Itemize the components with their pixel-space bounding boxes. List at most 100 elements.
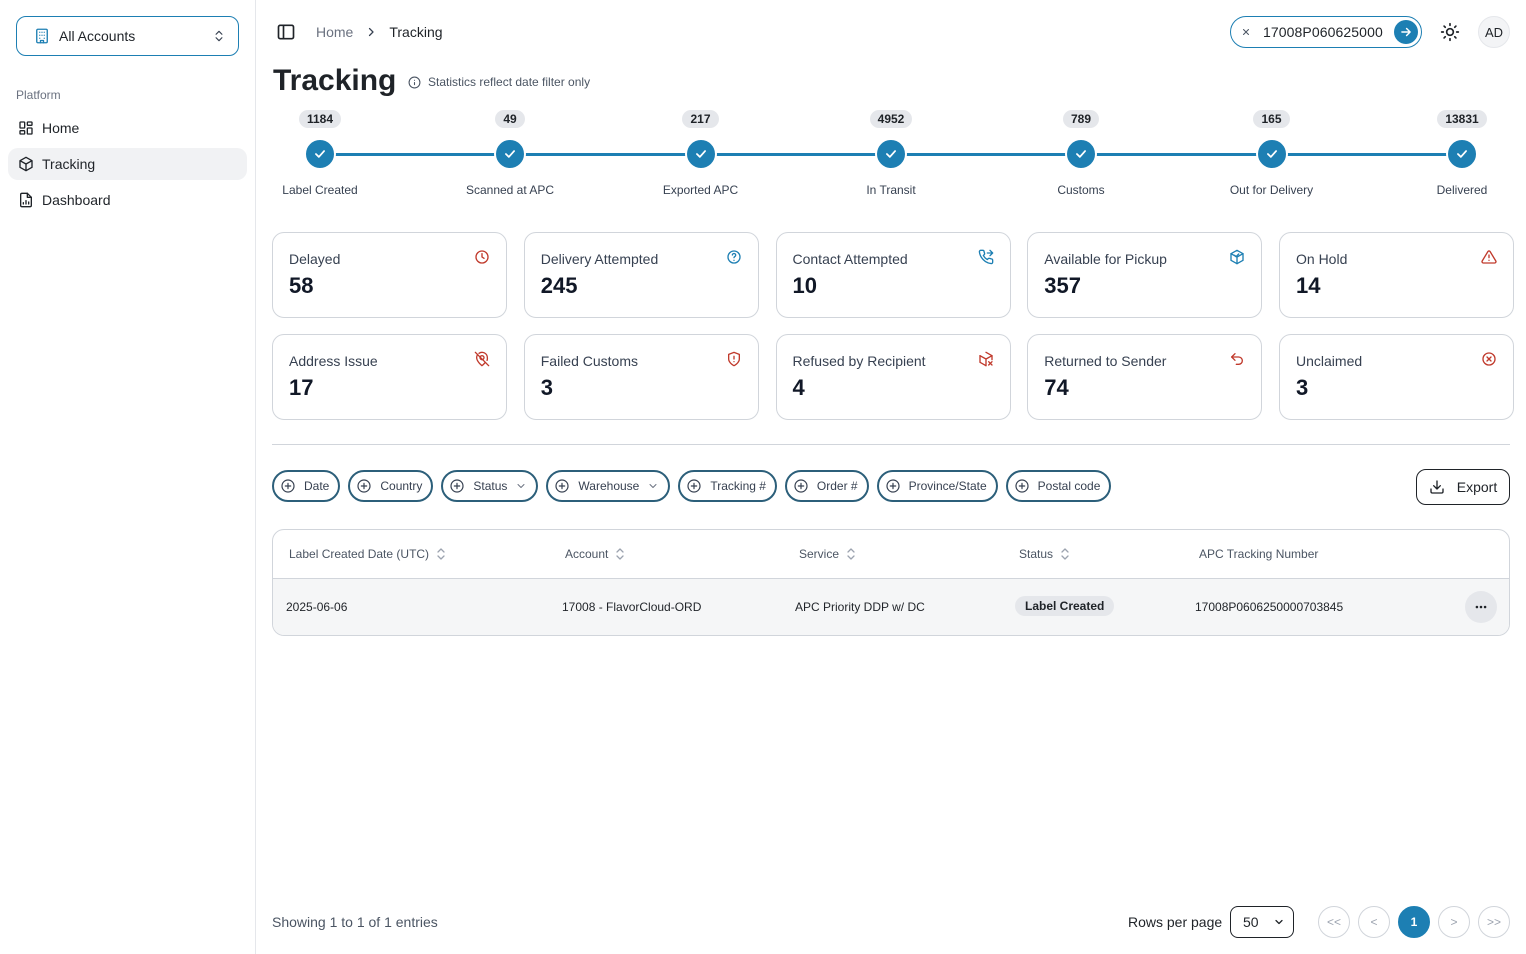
page-title: Tracking — [273, 64, 397, 97]
status-card-value: 58 — [289, 273, 314, 298]
file-chart-icon — [20, 192, 32, 208]
breadcrumb-home-link[interactable]: Home — [316, 24, 354, 40]
layout-grid-icon — [19, 121, 33, 135]
check-icon — [315, 150, 325, 158]
undo-icon — [1231, 353, 1244, 365]
table-row[interactable]: 2025-06-06 17008 - FlavorCloud-ORD APC P… — [273, 579, 1509, 635]
status-card[interactable]: Delivery Attempted 245 — [523, 232, 759, 318]
status-card-value: 245 — [540, 273, 578, 298]
top-header: Home Tracking 17008P060625000 AD — [256, 0, 1526, 64]
filter-chip-label: Tracking # — [710, 479, 766, 493]
filter-chip[interactable]: Status — [441, 470, 539, 502]
title-note-text: Statistics reflect date filter only — [428, 75, 591, 89]
filter-chip[interactable]: Order # — [784, 470, 869, 502]
rows-per-page-select[interactable]: 50 — [1230, 906, 1294, 938]
filter-chip[interactable]: Warehouse — [546, 470, 671, 502]
step-count: 13831 — [1437, 110, 1487, 128]
page-button-current[interactable]: 1 — [1398, 906, 1430, 938]
status-card[interactable]: Refused by Recipient 4 — [775, 334, 1011, 420]
panel-left-icon[interactable] — [276, 22, 296, 42]
filter-chip-label: Postal code — [1037, 479, 1101, 493]
more-horizontal-icon — [1475, 605, 1487, 609]
status-card[interactable]: Unclaimed 3 — [1279, 334, 1514, 420]
filter-chip[interactable]: Country — [348, 470, 434, 502]
status-card-value: 74 — [1044, 375, 1069, 400]
column-header-service[interactable]: Service — [799, 547, 856, 561]
sidebar-item-tracking[interactable]: Tracking — [8, 148, 247, 180]
filter-chip[interactable]: Province/State — [876, 470, 998, 502]
step-dot — [875, 138, 907, 170]
next-page-button[interactable]: > — [1438, 906, 1470, 938]
status-card[interactable]: Available for Pickup 357 — [1027, 232, 1263, 318]
step-2: 217 Exported APC — [641, 110, 761, 197]
chevrons-up-down-icon — [215, 30, 223, 42]
status-card-label: Unclaimed — [1296, 353, 1363, 369]
status-card-value: 14 — [1296, 273, 1321, 298]
step-label: Delivered — [1436, 183, 1488, 197]
chevron-down-icon — [517, 484, 525, 488]
sort-icon — [437, 548, 445, 560]
status-card-value: 3 — [540, 375, 553, 400]
status-card[interactable]: Address Issue 17 — [272, 334, 507, 420]
sort-icon — [616, 548, 625, 560]
alert-triangle-icon — [1481, 250, 1497, 264]
close-icon[interactable] — [1241, 27, 1251, 37]
search-submit-button[interactable] — [1394, 20, 1418, 44]
filter-chip[interactable]: Date — [272, 470, 341, 502]
chevron-right-icon — [369, 27, 374, 37]
account-switcher[interactable]: All Accounts — [16, 16, 239, 56]
sidebar-item-dashboard[interactable]: Dashboard — [8, 184, 247, 216]
info-icon — [408, 76, 421, 88]
status-cards: Delayed 58 Delivery Attempted 245 Contact At… — [272, 232, 1514, 420]
sun-icon[interactable] — [1440, 22, 1460, 42]
package-check-icon — [1230, 249, 1244, 265]
status-card-label: Address Issue — [289, 353, 378, 369]
prev-page-button[interactable]: < — [1358, 906, 1390, 938]
export-button[interactable]: Export — [1416, 469, 1510, 505]
step-dot — [494, 138, 526, 170]
building-icon — [36, 28, 48, 44]
step-dot — [304, 138, 336, 170]
search-input[interactable]: 17008P060625000 — [1263, 24, 1383, 40]
status-card-label: Delayed — [289, 251, 341, 267]
avatar[interactable]: AD — [1478, 16, 1510, 48]
filter-chip-label: Warehouse — [578, 479, 640, 493]
status-card[interactable]: Returned to Sender 74 — [1027, 334, 1263, 420]
row-actions-button[interactable] — [1465, 591, 1497, 623]
step-0: 1184 Label Created — [260, 110, 380, 197]
step-label: Exported APC — [662, 183, 739, 197]
package-icon — [19, 156, 33, 172]
status-card-label: Available for Pickup — [1044, 251, 1167, 267]
column-header-status[interactable]: Status — [1019, 547, 1070, 561]
filter-bar: Date Country Status Warehouse Tracking # Orde… — [272, 470, 1112, 502]
section-divider — [272, 444, 1510, 445]
step-dot — [1446, 138, 1478, 170]
first-page-button[interactable]: << — [1318, 906, 1350, 938]
column-header-text: Label Created Date (UTC) — [289, 547, 430, 561]
phone-forward-icon — [978, 249, 993, 265]
status-card-label: Refused by Recipient — [792, 353, 926, 369]
status-card-value: 3 — [1296, 375, 1309, 400]
plus-circle-icon — [555, 479, 570, 493]
check-icon — [505, 150, 515, 158]
status-card[interactable]: Delayed 58 — [272, 232, 507, 318]
last-page-button[interactable]: >> — [1478, 906, 1510, 938]
cell-apc-tracking-number[interactable]: 17008P0606250000703845 — [1195, 600, 1344, 614]
step-label: In Transit — [866, 183, 916, 197]
filter-chip[interactable]: Tracking # — [678, 470, 777, 502]
column-header-account[interactable]: Account — [565, 547, 625, 561]
shield-alert-icon — [727, 351, 740, 367]
status-card[interactable]: Contact Attempted 10 — [775, 232, 1011, 318]
help-circle-icon — [727, 250, 741, 264]
filter-chip[interactable]: Postal code — [1005, 470, 1112, 502]
sidebar-item-label: Dashboard — [42, 192, 111, 208]
status-card-value: 4 — [792, 375, 805, 400]
column-header-label-created-date[interactable]: Label Created Date (UTC) — [289, 547, 446, 561]
check-icon — [1457, 150, 1467, 158]
step-count: 4952 — [869, 110, 913, 128]
status-card[interactable]: On Hold 14 — [1279, 232, 1514, 318]
status-card-label: Contact Attempted — [792, 251, 908, 267]
sidebar-item-home[interactable]: Home — [8, 112, 247, 144]
step-count: 49 — [495, 110, 525, 128]
status-card[interactable]: Failed Customs 3 — [523, 334, 759, 420]
